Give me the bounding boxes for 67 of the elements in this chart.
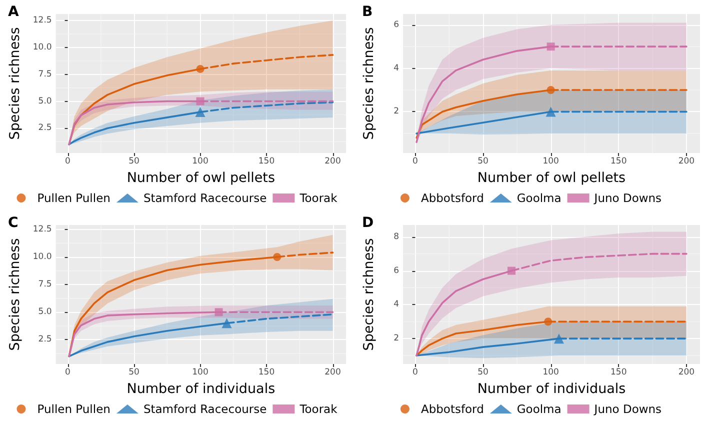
x-tick-label: 50: [478, 156, 488, 166]
legend-label: Stamford Racecourse: [143, 191, 267, 205]
y-tick-label: 6: [394, 266, 399, 276]
point: [222, 318, 232, 328]
x-tick-label: 0: [65, 368, 70, 378]
legend-label: Toorak: [298, 191, 338, 205]
y-tick-label: 4: [394, 300, 399, 310]
x-tick-label: 100: [192, 156, 208, 166]
x-tick-label: 0: [412, 368, 418, 378]
legend-label: Juno Downs: [593, 402, 662, 416]
x-tick-label: 200: [678, 156, 695, 166]
y-tick-label: 2.5: [38, 123, 52, 134]
legend-label: Toorak: [298, 402, 338, 416]
y-axis-title: Species richness: [361, 238, 377, 351]
y-tick-label: 5.0: [38, 96, 52, 106]
x-tick-label: 100: [542, 368, 559, 378]
y-axis-title: Species richness: [7, 238, 23, 351]
x-tick-label: 150: [610, 368, 627, 378]
x-axis-title: Number of owl pellets: [126, 170, 276, 186]
point: [554, 334, 564, 344]
x-axis-title: Number of individuals: [126, 381, 276, 397]
legend-label: Juno Downs: [593, 191, 662, 205]
chart-title: D: [362, 215, 374, 231]
y-tick-label: 10.0: [32, 252, 52, 262]
x-tick-label: 50: [128, 156, 140, 166]
y-tick-label: 12.5: [32, 15, 52, 26]
x-tick-label: 200: [324, 368, 341, 378]
point: [214, 308, 223, 316]
chart-title: C: [8, 215, 18, 231]
y-tick-label: 7.5: [38, 69, 52, 80]
x-tick-label: 50: [128, 368, 140, 378]
x-tick-label: 150: [258, 156, 275, 166]
legend-label: Goolma: [516, 191, 562, 205]
x-tick-label: 0: [412, 156, 418, 166]
y-axis-title: Species richness: [7, 27, 23, 140]
legend-label: Stamford Racecourse: [143, 402, 267, 416]
y-tick-label: 12.5: [32, 224, 52, 234]
y-tick-label: 2: [394, 334, 399, 344]
y-tick-label: 4: [394, 63, 399, 74]
x-tick-label: 100: [192, 368, 208, 378]
legend-label: Abbotsford: [420, 191, 484, 205]
y-tick-label: 2.5: [38, 334, 52, 345]
x-tick-label: 50: [478, 368, 488, 378]
legend-label: Goolma: [516, 402, 562, 416]
point: [507, 266, 516, 275]
x-tick-label: 0: [65, 156, 70, 166]
x-axis-title: Number of individuals: [477, 381, 626, 397]
y-tick-label: 10.0: [32, 42, 52, 52]
x-tick-label: 200: [678, 368, 695, 378]
legend-label: Pullen Pullen: [37, 402, 110, 416]
chart-title: A: [8, 4, 19, 20]
y-tick-label: 2: [394, 106, 399, 117]
y-tick-label: 6: [394, 20, 399, 30]
x-axis-title: Number of owl pellets: [477, 170, 626, 186]
y-axis-title: Species richness: [361, 27, 377, 140]
chart-title: B: [362, 4, 373, 20]
y-tick-label: 8: [394, 232, 399, 242]
x-tick-label: 200: [324, 156, 341, 166]
point: [544, 318, 552, 326]
x-tick-label: 100: [542, 156, 559, 166]
legend-label: Abbotsford: [420, 402, 484, 416]
y-tick-label: 5.0: [38, 307, 52, 318]
x-tick-label: 150: [258, 368, 275, 378]
x-tick-label: 150: [610, 156, 627, 166]
point: [273, 252, 282, 261]
y-tick-label: 7.5: [38, 280, 52, 290]
legend-label: Pullen Pullen: [37, 191, 110, 205]
